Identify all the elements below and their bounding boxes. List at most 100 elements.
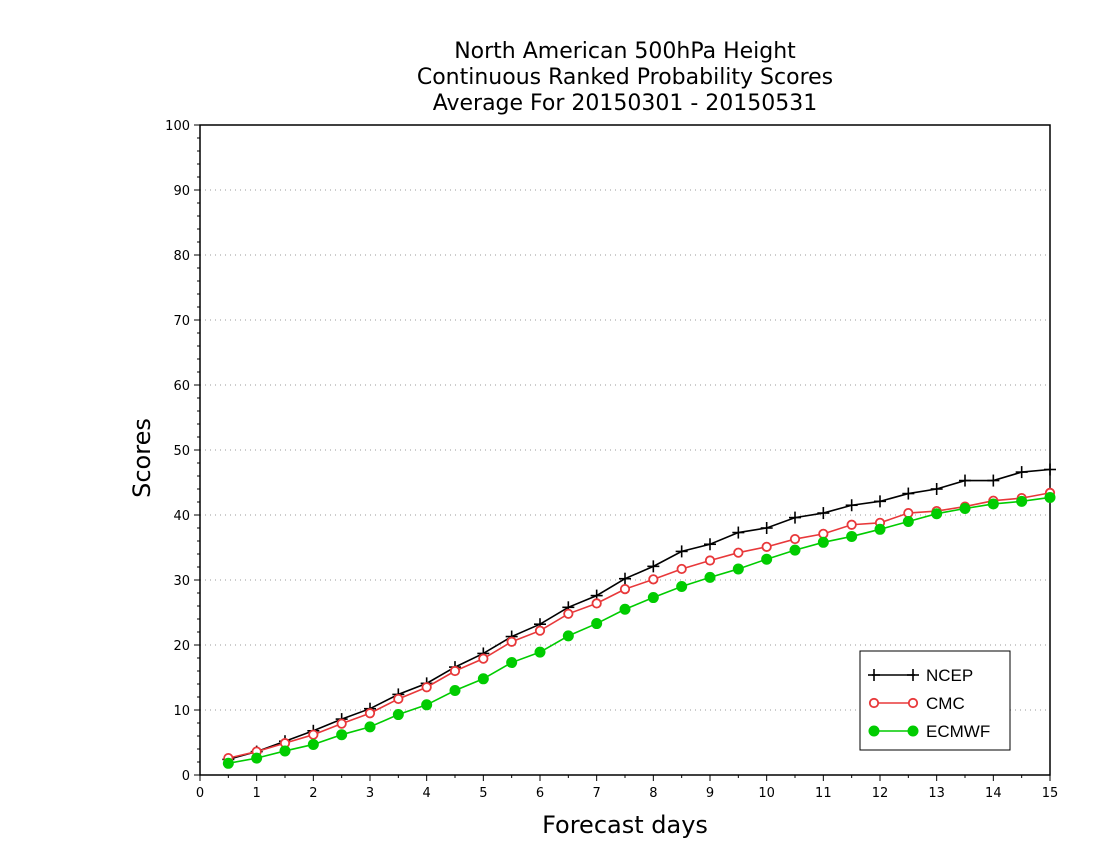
cmc-point <box>563 608 574 619</box>
ecmwf-point <box>987 498 999 510</box>
legend-marker <box>868 697 880 709</box>
chart-title-line: North American 500hPa Height <box>454 39 796 64</box>
cmc-point <box>506 636 517 647</box>
cmc-point <box>789 533 801 545</box>
y-tick-label: 10 <box>173 704 190 719</box>
ecmwf-point <box>704 571 716 583</box>
ncep-point <box>1015 466 1028 479</box>
y-tick-label: 90 <box>173 184 190 199</box>
series-ecmwf <box>222 491 1056 769</box>
legend-marker <box>868 669 880 681</box>
legend-label: NCEP <box>926 666 973 685</box>
ncep-point <box>789 511 801 524</box>
ncep-point <box>675 545 688 558</box>
cmc-point <box>364 708 376 719</box>
x-tick-label: 1 <box>253 786 261 801</box>
cmc-point <box>648 574 659 585</box>
gridlines <box>200 189 1050 711</box>
ecmwf-point <box>959 503 971 514</box>
ncep-point <box>732 526 745 539</box>
x-tick-label: 5 <box>479 786 487 801</box>
x-tick-label: 2 <box>309 786 317 801</box>
cmc-point <box>534 625 546 636</box>
legend-marker <box>868 725 880 737</box>
ncep-point <box>647 560 660 573</box>
ecmwf-point <box>874 523 886 535</box>
legend-marker <box>907 697 919 709</box>
x-tick-label: 8 <box>649 786 657 801</box>
series-lines <box>222 463 1056 769</box>
x-tick-label: 15 <box>1042 786 1059 801</box>
ncep-point <box>704 538 716 551</box>
cmc-point <box>393 693 404 705</box>
chart-title-line: Continuous Ranked Probability Scores <box>417 65 833 90</box>
legend-item-ecmwf: ECMWF <box>868 722 990 741</box>
ecmwf-point <box>562 630 574 642</box>
ecmwf-point <box>591 618 603 630</box>
y-axis-label: Scores <box>128 418 156 498</box>
ncep-point <box>845 499 858 512</box>
cmc-point <box>308 729 319 740</box>
cmc-point <box>676 563 687 575</box>
ecmwf-point <box>647 592 659 604</box>
ncep-point <box>817 507 830 520</box>
y-tick-label: 50 <box>173 444 190 459</box>
ncep-point <box>874 495 886 508</box>
ecmwf-point <box>902 516 914 527</box>
cmc-point <box>449 665 461 677</box>
ecmwf-point <box>619 603 631 615</box>
cmc-point <box>336 718 347 729</box>
x-tick-label: 6 <box>536 786 544 801</box>
cmc-point <box>704 555 716 566</box>
cmc-point <box>846 519 857 530</box>
ecmwf-point <box>279 745 291 757</box>
ecmwf-point <box>817 536 829 548</box>
legend-item-cmc: CMC <box>868 694 965 713</box>
x-tick-label: 14 <box>985 786 1002 801</box>
y-tick-label: 80 <box>173 249 190 264</box>
ecmwf-point <box>421 699 433 711</box>
ecmwf-point <box>789 544 801 556</box>
ecmwf-point <box>931 508 943 520</box>
ecmwf-point <box>846 530 858 542</box>
legend-marker <box>907 669 919 681</box>
ecmwf-point <box>449 685 461 696</box>
y-tick-label: 70 <box>173 314 190 329</box>
ecmwf-point <box>251 752 263 764</box>
ncep-point <box>1044 463 1056 476</box>
y-tick-label: 40 <box>173 509 190 524</box>
x-tick-label: 11 <box>815 786 832 801</box>
x-axis-label: Forecast days <box>542 811 708 839</box>
ecmwf-point <box>732 563 744 575</box>
ecmwf-point <box>534 646 546 658</box>
ncep-point <box>760 522 773 534</box>
y-axis-ticks: 0 10 20 30 40 50 60 70 80 90 100 <box>165 119 200 784</box>
cmc-point <box>733 547 744 558</box>
ncep-point <box>619 572 631 585</box>
ecmwf-point <box>1044 491 1056 503</box>
ecmwf-point <box>336 729 348 741</box>
y-tick-label: 60 <box>173 379 190 394</box>
y-tick-label: 20 <box>173 639 190 654</box>
ecmwf-point <box>222 757 234 769</box>
ncep-point <box>987 474 1000 487</box>
cmc-point <box>761 541 772 552</box>
x-axis-ticks: 0 1 2 3 4 5 6 7 8 9 10 11 12 13 14 15 <box>196 775 1058 801</box>
legend-box <box>859 650 1011 751</box>
cmc-point <box>591 598 602 609</box>
x-tick-label: 9 <box>706 786 714 801</box>
ncep-point <box>930 483 943 495</box>
cmc-point <box>478 653 489 664</box>
ecmwf-point <box>1016 495 1028 507</box>
cmc-point <box>818 528 829 539</box>
cmc-point <box>619 583 631 595</box>
ecmwf-point <box>506 657 518 669</box>
y-tick-label: 30 <box>173 574 190 589</box>
x-tick-label: 12 <box>872 786 889 801</box>
ecmwf-point <box>761 553 773 565</box>
y-tick-label: 100 <box>165 119 190 134</box>
ecmwf-point <box>477 673 489 685</box>
x-tick-label: 13 <box>928 786 945 801</box>
